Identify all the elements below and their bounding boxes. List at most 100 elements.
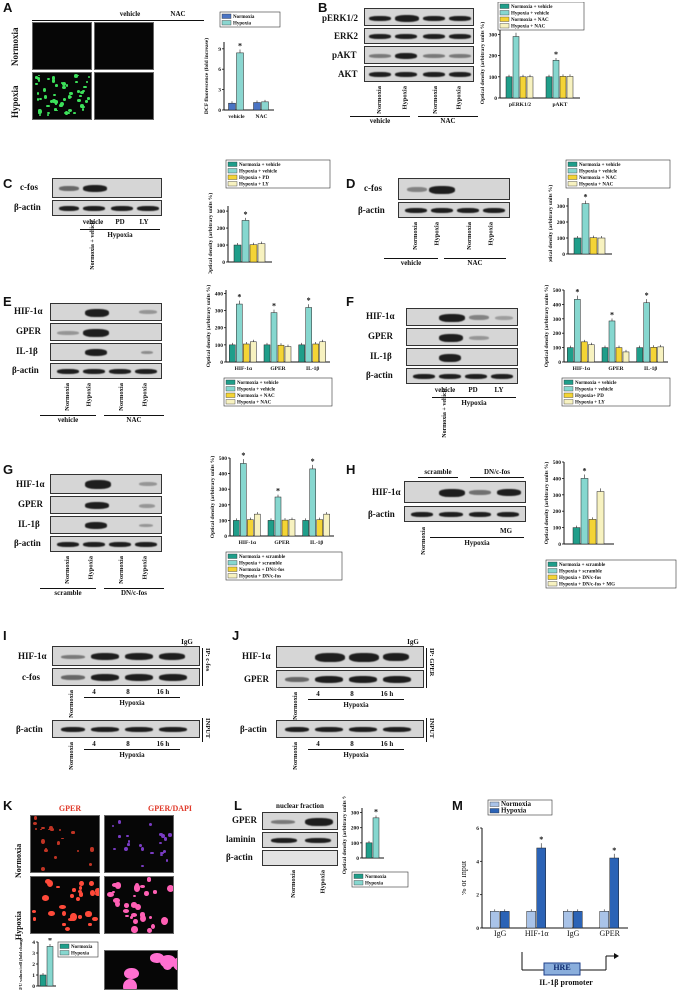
cell-dot bbox=[76, 849, 79, 852]
bar-g-2-0 bbox=[302, 520, 309, 537]
legend-swatch-e bbox=[225, 392, 236, 398]
cell-dot bbox=[66, 111, 70, 115]
blot-l-gper bbox=[262, 812, 338, 830]
legend-label-d: Hypoxia + NAC bbox=[579, 183, 614, 188]
blot-j-actin bbox=[276, 720, 424, 738]
blot-i-hif bbox=[52, 646, 200, 666]
y-tick-label-c: 0 bbox=[222, 260, 225, 266]
row-label-hypoxia: Hypoxia bbox=[10, 85, 20, 118]
bar-g-0-0 bbox=[233, 520, 240, 537]
cell-dot bbox=[35, 828, 38, 830]
cell-dot bbox=[88, 863, 93, 867]
cell-dot bbox=[56, 885, 60, 889]
x-tick-label-a: NAC bbox=[256, 114, 268, 120]
row-label-l-gper: GPER bbox=[232, 815, 258, 825]
micrograph-k-hypoxia-gper bbox=[30, 876, 100, 934]
legend-label-d: Normoxia + NAC bbox=[579, 176, 617, 181]
header-l: nuclear fraction bbox=[276, 802, 324, 810]
legend-label-g: Normoxia + scramble bbox=[239, 555, 286, 560]
cell-dot bbox=[58, 828, 61, 832]
y-tick-label-k: 0 bbox=[32, 984, 35, 990]
lane-label-i-2: 4 bbox=[92, 688, 96, 696]
bar-h-0-2 bbox=[588, 519, 597, 545]
bar-c-0-2 bbox=[249, 244, 258, 263]
col-label-k-gperdapi: GPER/DAPI bbox=[148, 804, 192, 813]
blot-i-actin bbox=[52, 720, 200, 738]
group-line-c bbox=[80, 229, 160, 230]
y-tick-label-a: 9 bbox=[218, 47, 221, 53]
legend-f bbox=[561, 377, 671, 407]
y-axis-label-k: RFU values/cell (fold change) bbox=[18, 938, 23, 990]
cell-dot bbox=[64, 111, 68, 115]
group-label-d-nac: NAC bbox=[467, 259, 483, 267]
y-tick-label-h: 200 bbox=[553, 509, 562, 515]
row-label-g-actin: β-actin bbox=[14, 538, 41, 548]
top-group-h-dnfos: DN/c-fos bbox=[483, 468, 511, 476]
cell-dot bbox=[78, 886, 83, 891]
row-label-e-hif: HIF-1α bbox=[14, 306, 43, 316]
bar-e-2-0 bbox=[298, 344, 305, 363]
row-label-l-actin: β-actin bbox=[226, 852, 253, 862]
legend-label-f: Normoxia + vehicle bbox=[575, 381, 617, 386]
y-tick-label-g: 500 bbox=[219, 456, 228, 462]
significance-star-a: * bbox=[238, 41, 242, 50]
blot-erk2 bbox=[364, 28, 474, 44]
igg-label-i: IgG bbox=[181, 638, 193, 646]
group-label-j: Hypoxia bbox=[343, 701, 369, 709]
legend-swatch-e bbox=[225, 386, 236, 392]
y-tick-label-b: 200 bbox=[489, 54, 498, 60]
y-tick-label-d: 300 bbox=[557, 204, 566, 210]
legend-label-c: Hypoxia + PD bbox=[239, 176, 269, 181]
legend-swatch-k bbox=[59, 943, 70, 949]
cell-dot bbox=[61, 837, 64, 840]
significance-star-m: * bbox=[612, 846, 616, 855]
cell-dot bbox=[62, 82, 67, 87]
lane-label-d-1: Normoxia bbox=[411, 222, 419, 250]
legend-swatch-f bbox=[563, 392, 574, 398]
bar-b-0-3 bbox=[526, 76, 534, 99]
y-tick-label-h: 0 bbox=[558, 542, 561, 548]
micrograph-k-hypoxia-merge bbox=[104, 876, 174, 934]
legend-label-f: Hypoxia+ PD bbox=[575, 394, 604, 399]
blot-f-hif bbox=[406, 308, 518, 326]
lane-label-b-4: Hypoxia bbox=[455, 86, 463, 110]
blot-perk bbox=[364, 8, 474, 26]
lane-label-f-3: PD bbox=[468, 386, 478, 394]
micrograph-k-zoom bbox=[104, 950, 178, 990]
cell-dot bbox=[48, 910, 56, 917]
row-label-akt: AKT bbox=[338, 69, 358, 79]
cell-dot bbox=[53, 108, 58, 111]
cell-dot bbox=[74, 74, 79, 78]
cell-dot bbox=[49, 99, 53, 103]
y-tick-label-d: 100 bbox=[557, 236, 566, 242]
bar-f-1-3 bbox=[622, 351, 630, 363]
y-tick-label-b: 100 bbox=[489, 75, 498, 81]
lane-label-c-3: PD bbox=[115, 218, 125, 226]
cell-dot bbox=[77, 89, 81, 93]
bar-l-0-1 bbox=[372, 817, 380, 859]
legend-swatch-f bbox=[563, 399, 574, 405]
bar-m-2-1 bbox=[573, 911, 583, 929]
group-label-e-nac: NAC bbox=[126, 416, 142, 424]
cell-dot bbox=[53, 94, 56, 97]
cell-dot bbox=[113, 848, 116, 850]
y-tick-label-d: 0 bbox=[562, 252, 565, 258]
lane-label-l-2: Hypoxia bbox=[319, 870, 327, 894]
y-tick-label-l: 200 bbox=[351, 826, 360, 832]
lane-label-i-b3: 8 bbox=[126, 740, 130, 748]
cell-dot bbox=[75, 81, 78, 84]
y-tick-label-c: 200 bbox=[217, 226, 226, 232]
lane-label-l-1: Normoxia bbox=[289, 870, 297, 898]
cell-dot bbox=[46, 104, 51, 108]
bar-c-0-0 bbox=[233, 244, 242, 263]
y-tick-label-k: 2 bbox=[32, 962, 35, 968]
group-label-g-scramble: scramble bbox=[54, 589, 82, 597]
bar-g-1-3 bbox=[288, 519, 296, 537]
micrograph-hypoxia-nac bbox=[94, 72, 154, 120]
y-tick-label-a: 6 bbox=[218, 67, 221, 73]
bar-e-0-0 bbox=[229, 344, 236, 363]
y-tick-label-e: 300 bbox=[215, 309, 224, 315]
cell-dot bbox=[37, 98, 40, 101]
y-tick-label-g: 100 bbox=[219, 518, 228, 524]
x-tick-label-f: IL-1β bbox=[644, 366, 657, 372]
